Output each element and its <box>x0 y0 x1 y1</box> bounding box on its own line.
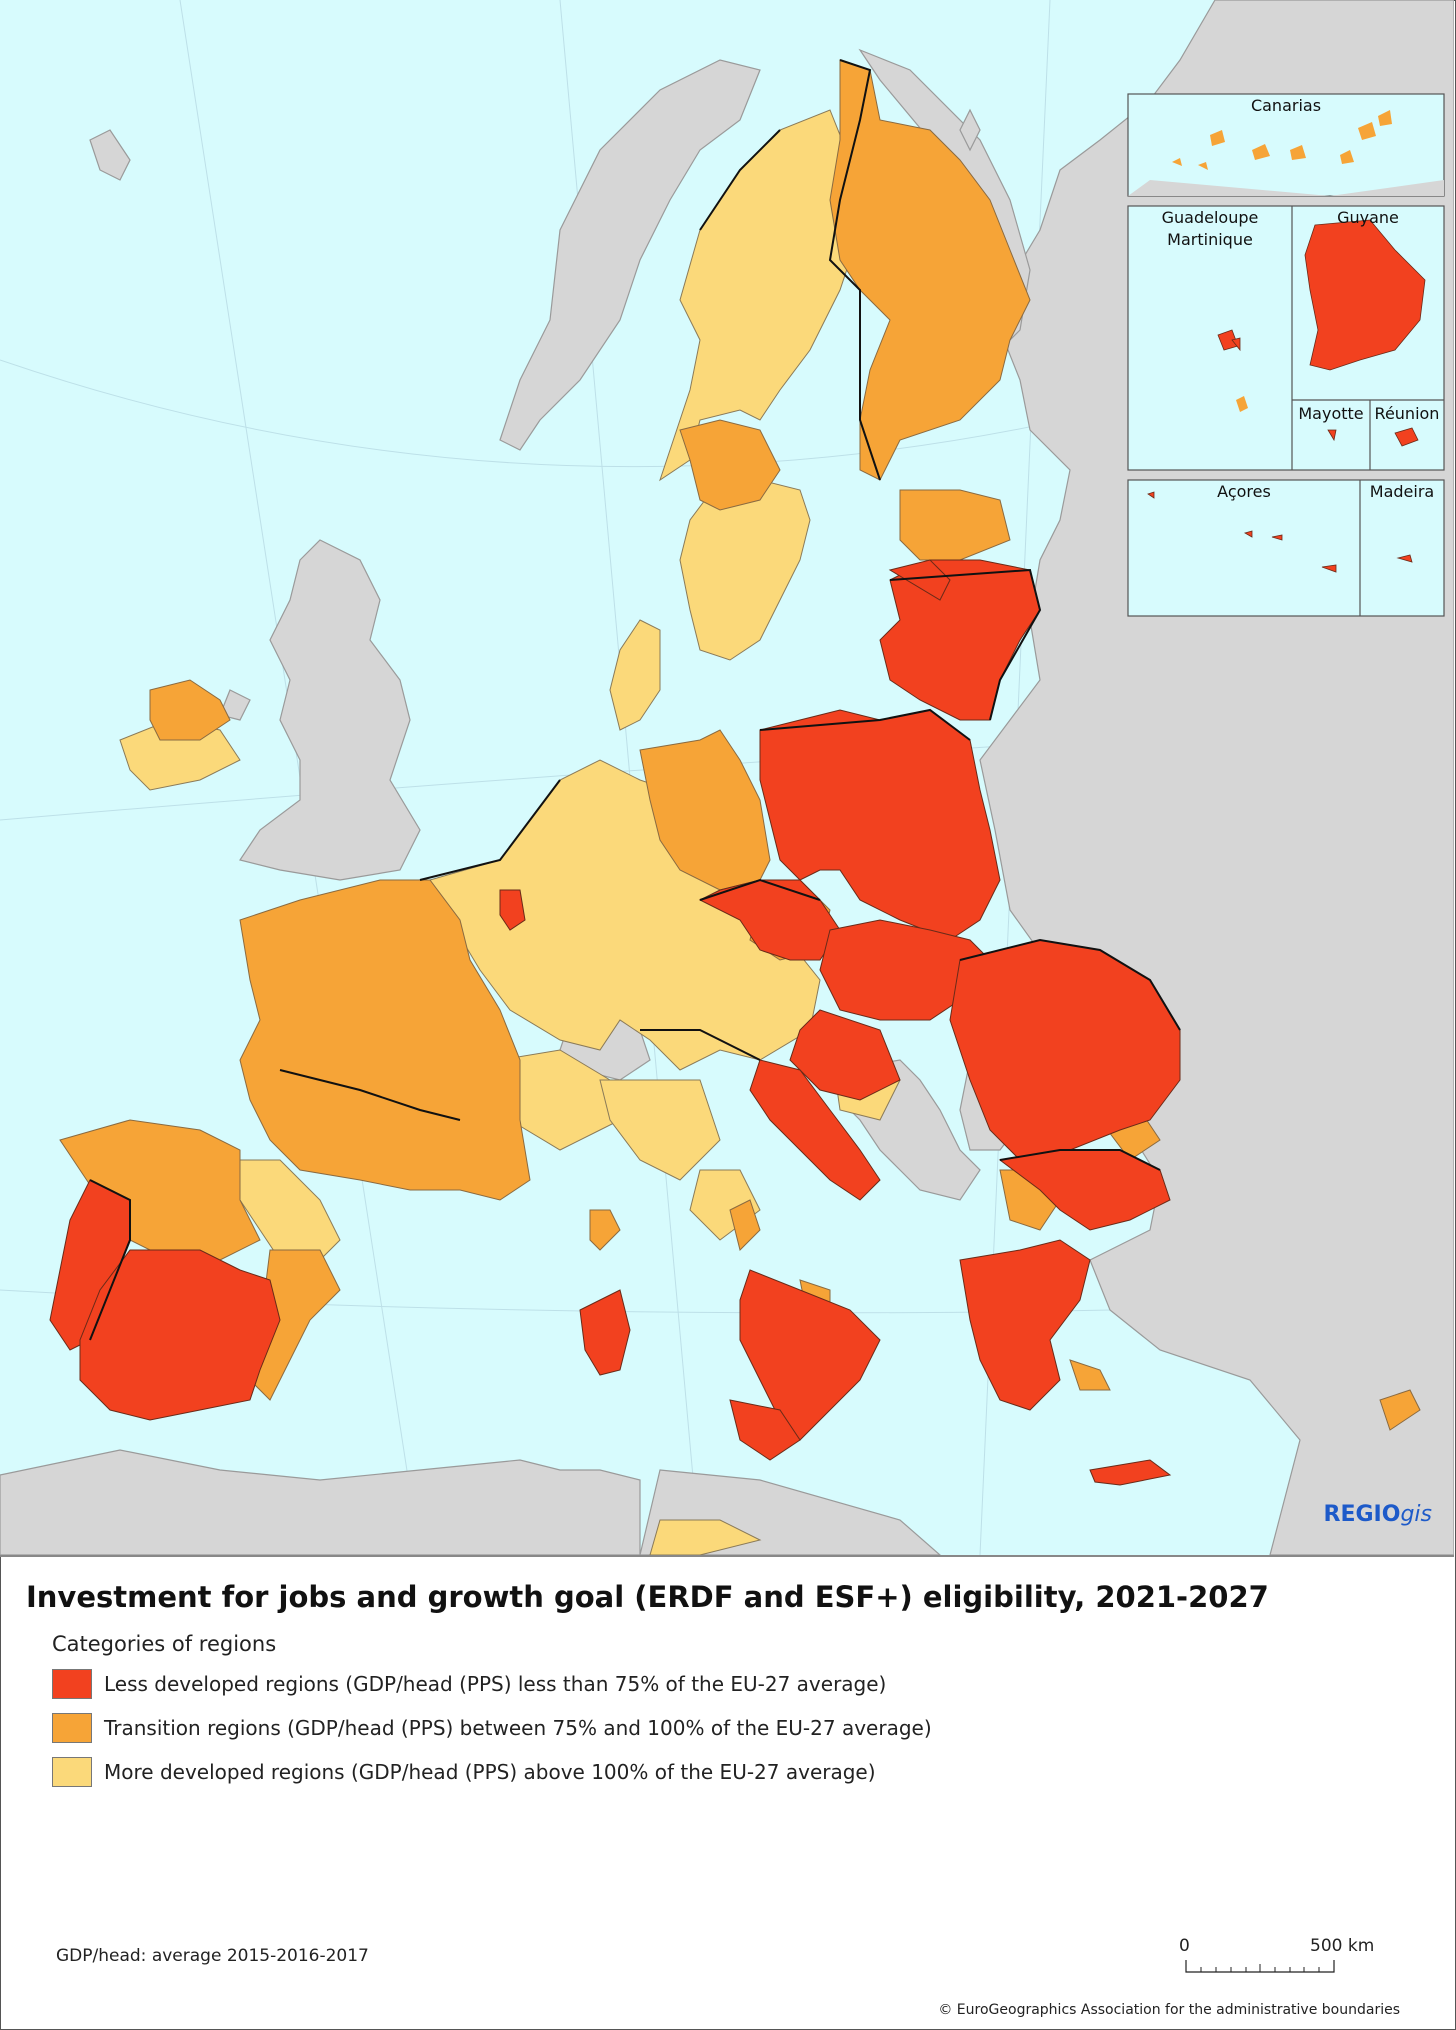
map-title: Investment for jobs and growth goal (ERD… <box>26 1580 1269 1614</box>
country-borders <box>89 59 1181 1341</box>
inset-boxes <box>1127 93 1445 617</box>
inset-label-madeira: Madeira <box>1369 482 1435 501</box>
africa-coast-inset <box>1128 180 1444 196</box>
inset-dividers <box>1291 206 1444 616</box>
overseas-less-developed <box>1147 219 1426 573</box>
legend-heading: Categories of regions <box>52 1632 277 1656</box>
legend-item-more-developed: More developed regions (GDP/head (PPS) a… <box>52 1756 876 1788</box>
scale-end-label: 500 km <box>1310 1936 1375 1956</box>
copyright-notice: © EuroGeographics Association for the ad… <box>938 2002 1400 2018</box>
inset-label-reunion: Réunion <box>1374 404 1440 423</box>
map-area: Canarias Guadeloupe Martinique Guyane Ma… <box>0 0 1454 1557</box>
inset-label-mayotte: Mayotte <box>1298 404 1364 423</box>
inset-label-canarias: Canarias <box>1250 96 1322 115</box>
legend-label: Transition regions (GDP/head (PPS) betwe… <box>104 1716 932 1740</box>
europe-map <box>0 0 1454 1555</box>
legend-swatch <box>52 1757 92 1787</box>
legend-label: More developed regions (GDP/head (PPS) a… <box>104 1760 876 1784</box>
legend-label: Less developed regions (GDP/head (PPS) l… <box>104 1672 887 1696</box>
inset-label-guyane: Guyane <box>1337 208 1399 227</box>
legend-item-transition: Transition regions (GDP/head (PPS) betwe… <box>52 1712 932 1744</box>
guadeloupe-martinique <box>1236 396 1248 412</box>
scale-ticks <box>1185 1960 1335 1973</box>
scale-bar: 0 500 km <box>1179 1936 1374 1976</box>
canarias-islands <box>1172 110 1392 170</box>
scale-start-label: 0 <box>1179 1936 1190 1956</box>
inset-label-acores: Açores <box>1217 482 1271 501</box>
less-developed-regions <box>49 559 1181 1486</box>
legend-swatch <box>52 1713 92 1743</box>
legend-swatch <box>52 1669 92 1699</box>
inset-label-martinique: Martinique <box>1167 230 1253 249</box>
inset-label-guadeloupe: Guadeloupe <box>1161 208 1259 227</box>
gdp-note: GDP/head: average 2015-2016-2017 <box>56 1946 369 1966</box>
legend-item-less-developed: Less developed regions (GDP/head (PPS) l… <box>52 1668 886 1700</box>
regiogis-logo: REGIOgis <box>1323 1502 1432 1527</box>
